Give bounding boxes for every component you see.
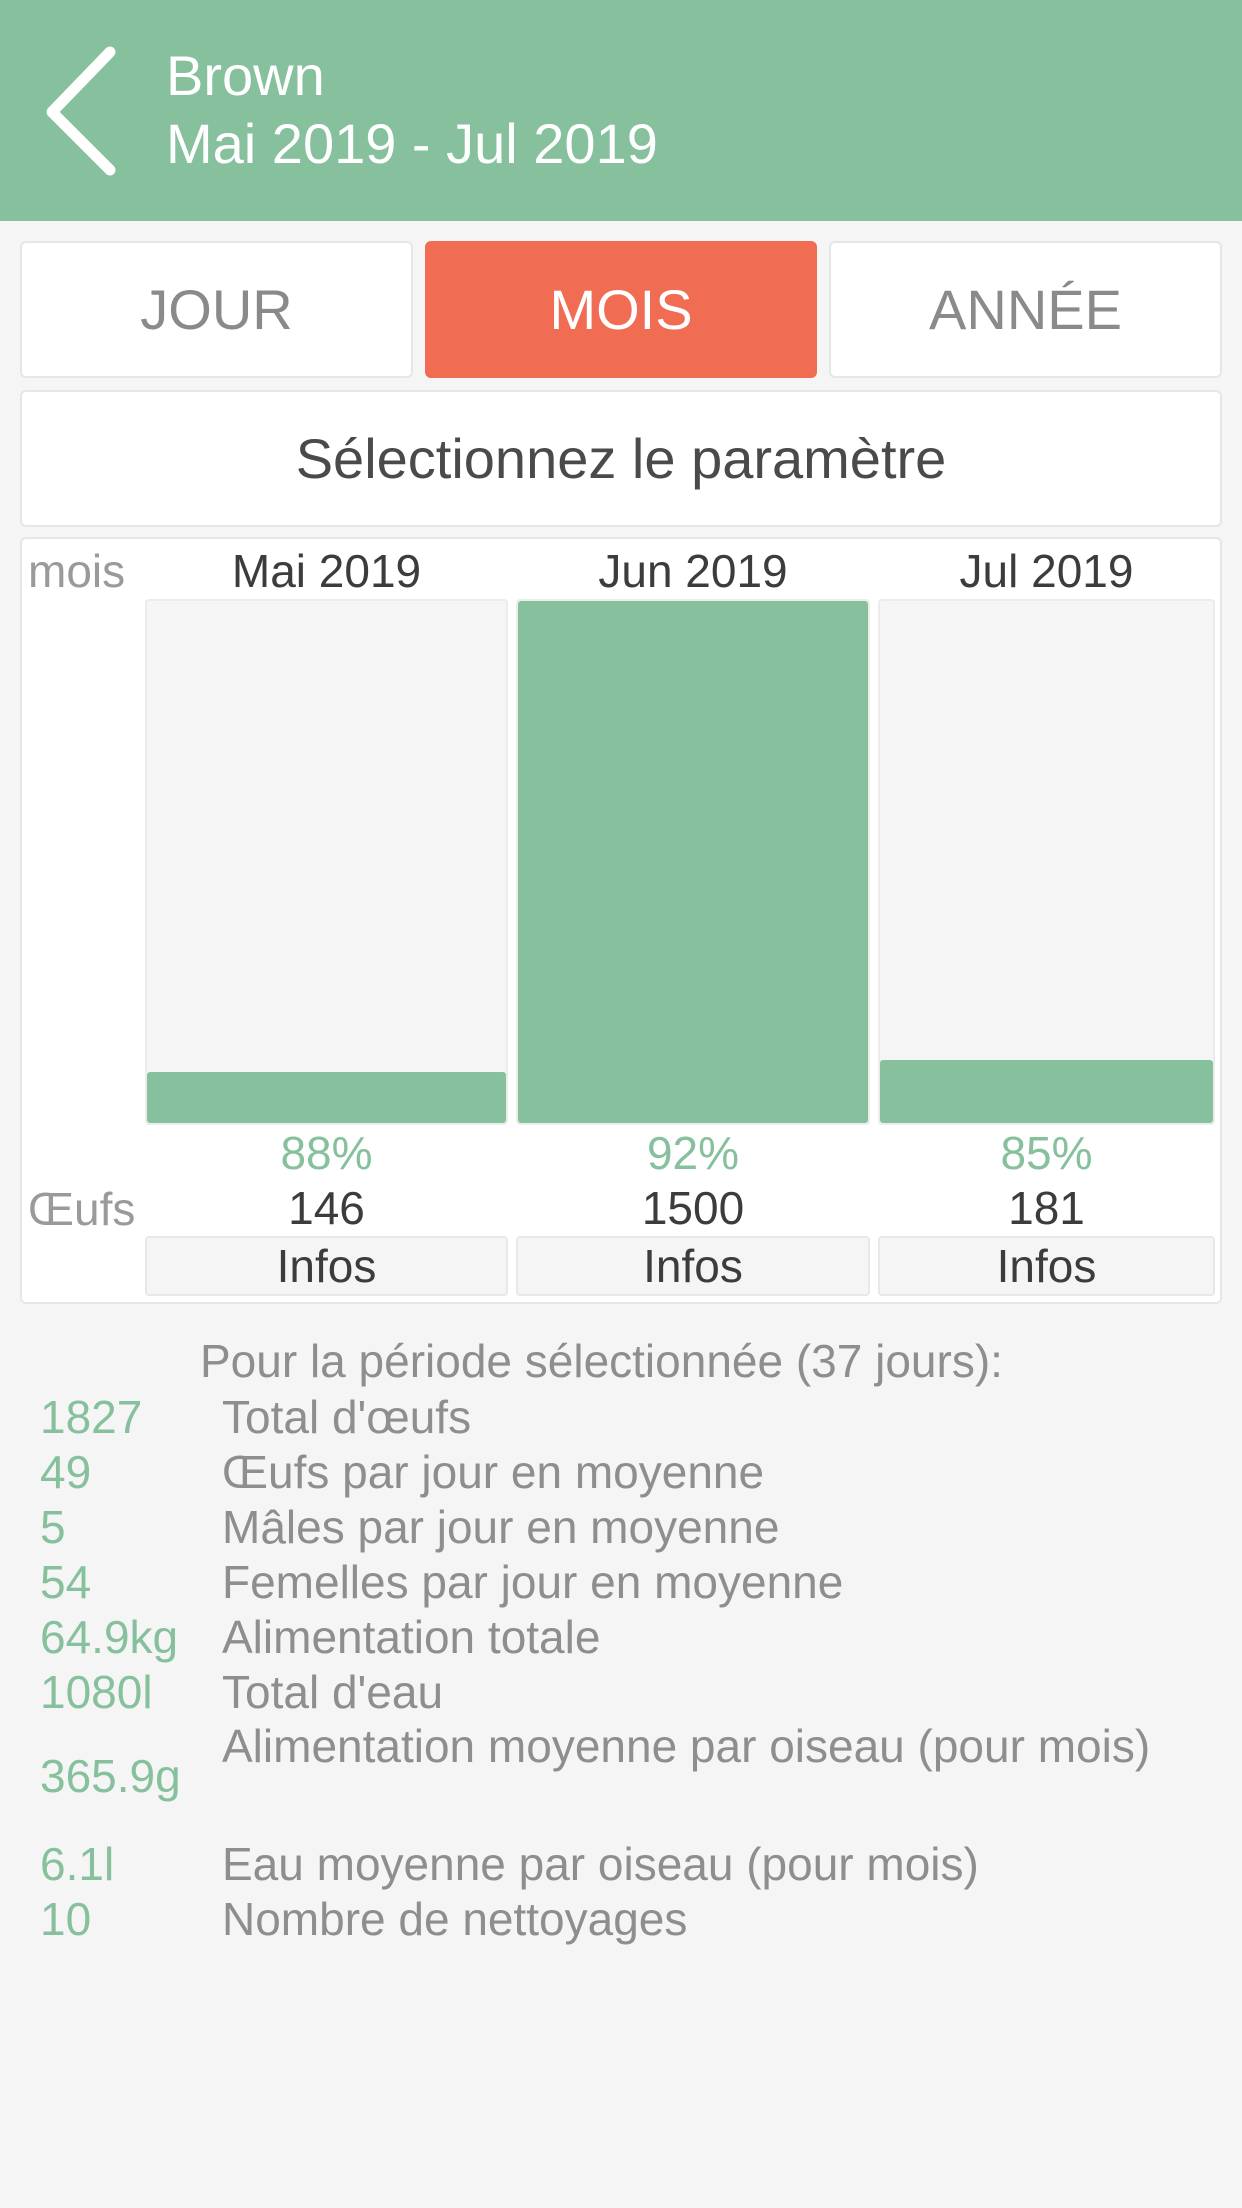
stat-value: 54	[40, 1556, 92, 1608]
bar-track	[878, 599, 1215, 1125]
stat-label: Mâles par jour en moyenne	[222, 1501, 780, 1553]
column-percent: 92%	[646, 1127, 740, 1179]
stat-label: Œufs par jour en moyenne	[222, 1446, 765, 1498]
date-range: Mai 2019 - Jul 2019	[166, 112, 658, 175]
stat-label: Total d'œufs	[222, 1391, 472, 1443]
stat-label: Femelles par jour en moyenne	[222, 1556, 844, 1608]
bar-fill	[147, 1072, 506, 1123]
stat-label: Total d'eau	[222, 1666, 444, 1718]
stat-label: Alimentation moyenne par oiseau (pour mo…	[222, 1720, 1151, 1772]
bar-fill	[880, 1059, 1213, 1123]
parameter-select-button[interactable]: Sélectionnez le paramètre	[20, 390, 1222, 527]
infos-button[interactable]: Infos	[878, 1236, 1215, 1296]
column-period-label: Mai 2019	[231, 545, 422, 597]
app-header: Brown Mai 2019 - Jul 2019	[0, 0, 1242, 221]
stat-label: Alimentation totale	[222, 1611, 601, 1663]
stat-value: 5	[40, 1501, 66, 1553]
bar-track	[145, 599, 508, 1125]
stat-value: 64.9kg	[40, 1611, 179, 1663]
tab-jour[interactable]: JOUR	[20, 241, 413, 378]
infos-button[interactable]: Infos	[145, 1236, 508, 1296]
unit-label: mois	[28, 545, 126, 597]
stat-label: Nombre de nettoyages	[222, 1893, 688, 1945]
summary-title: Pour la période sélectionnée (37 jours):	[200, 1335, 1003, 1387]
stat-value: 49	[40, 1446, 92, 1498]
column-eggs-count: 146	[288, 1182, 365, 1234]
eggs-row-label: Œufs	[28, 1183, 136, 1235]
stat-value: 10	[40, 1893, 92, 1945]
infos-button[interactable]: Infos	[516, 1236, 870, 1296]
column-eggs-count: 1500	[641, 1182, 745, 1234]
column-period-label: Jun 2019	[598, 545, 788, 597]
tab-annee[interactable]: ANNÉE	[829, 241, 1222, 378]
stat-value: 1080l	[40, 1666, 153, 1718]
column-period-label: Jul 2019	[959, 545, 1134, 597]
stat-label: Eau moyenne par oiseau (pour mois)	[222, 1838, 979, 1890]
bar-track	[516, 599, 870, 1125]
back-button[interactable]	[30, 40, 140, 180]
stat-value: 6.1l	[40, 1838, 115, 1890]
column-percent: 88%	[280, 1127, 373, 1179]
tab-mois[interactable]: MOIS	[425, 241, 817, 378]
bar-fill	[518, 601, 868, 1123]
stat-value: 1827	[40, 1391, 143, 1443]
chevron-left-icon	[46, 46, 116, 176]
column-eggs-count: 181	[1008, 1182, 1085, 1234]
stat-value: 365.9g	[40, 1750, 181, 1802]
page-title: Brown	[166, 44, 325, 107]
column-percent: 85%	[1000, 1127, 1093, 1179]
